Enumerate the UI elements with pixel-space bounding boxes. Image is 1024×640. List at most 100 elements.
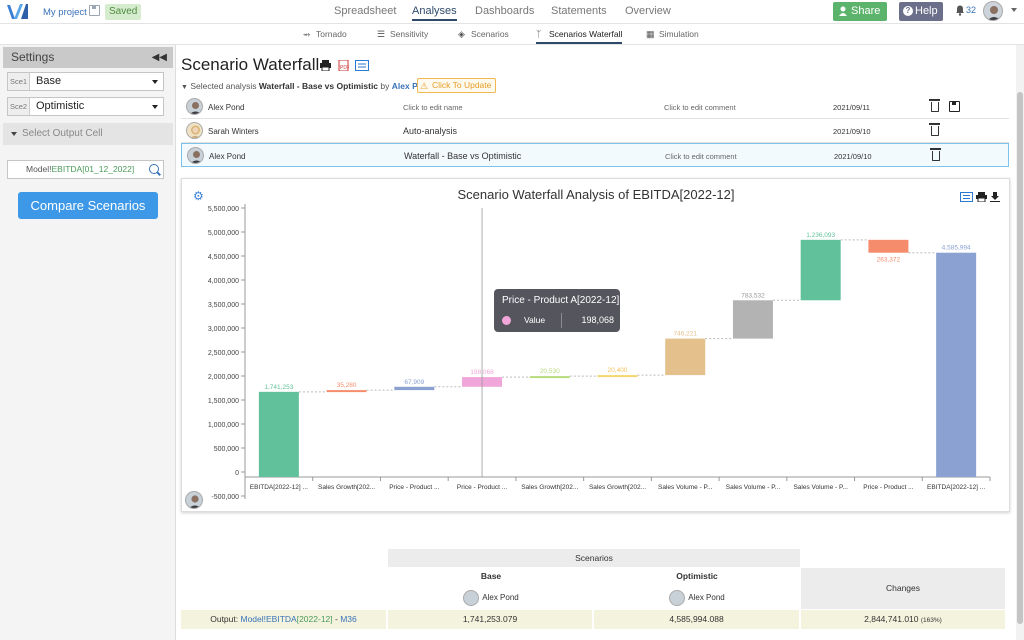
- avatar: [669, 590, 686, 606]
- analysis-name[interactable]: Waterfall - Base vs Optimistic: [404, 151, 522, 161]
- nav-dashboards[interactable]: Dashboards: [475, 5, 535, 17]
- print-icon[interactable]: [320, 60, 331, 71]
- bar-value-label: 783,532: [741, 292, 765, 299]
- select-output-header[interactable]: Select Output Cell: [3, 123, 173, 145]
- help-button[interactable]: ? Help: [899, 2, 943, 21]
- app-logo-icon[interactable]: [6, 3, 28, 21]
- waterfall-bar: [800, 239, 841, 301]
- trash-icon[interactable]: [930, 148, 941, 161]
- selected-by: by: [380, 81, 390, 91]
- tab-tornado[interactable]: ⥇ Tornado: [303, 29, 347, 39]
- analysis-name[interactable]: Click to edit name: [403, 103, 463, 112]
- select-output-label: Select Output Cell: [22, 128, 103, 139]
- y-tick-label: 500,000: [214, 446, 239, 453]
- y-tick-label: 4,000,000: [208, 278, 239, 285]
- analysis-row-selected[interactable]: Alex Pond Waterfall - Base vs Optimistic…: [181, 143, 1009, 167]
- svg-text:PDF: PDF: [340, 65, 349, 71]
- table-view-icon[interactable]: [960, 192, 973, 202]
- scenario-2-select[interactable]: Sce2 Optimistic: [7, 97, 164, 116]
- tornado-icon: ⥇: [303, 29, 311, 39]
- waterfall-bar: [597, 375, 638, 378]
- series-dot: [502, 316, 511, 325]
- save-icon[interactable]: [949, 101, 960, 112]
- share-button[interactable]: Share: [833, 2, 887, 21]
- x-tick-label: Price - Product ...: [863, 484, 913, 491]
- tab-sensitivity[interactable]: ☰ Sensitivity: [377, 29, 429, 39]
- gear-icon[interactable]: ⚙: [193, 189, 204, 203]
- summary-base-user: Alex Pond: [388, 590, 594, 606]
- nav-overview[interactable]: Overview: [625, 5, 671, 17]
- output-col[interactable]: M36: [340, 614, 357, 624]
- nav-statements[interactable]: Statements: [551, 5, 607, 17]
- output-metric[interactable]: EBITDA: [266, 614, 297, 624]
- save-icon[interactable]: [89, 5, 100, 16]
- scrollbar-thumb[interactable]: [1017, 92, 1023, 624]
- analysis-tabs: ⥇ Tornado ☰ Sensitivity ◈ Scenarios ᛉ Scenar…: [0, 24, 1024, 45]
- nav-analyses[interactable]: Analyses: [412, 5, 457, 21]
- settings-header: Settings ◀◀: [3, 47, 173, 68]
- summary-changes-header: Changes: [801, 568, 1005, 609]
- bell-icon[interactable]: [955, 4, 965, 16]
- collapse-icon[interactable]: ◀◀: [151, 52, 167, 63]
- click-to-update-button[interactable]: ⚠ Click To Update: [417, 78, 497, 93]
- output-date[interactable]: [2022-12]: [296, 614, 333, 624]
- compare-scenarios-button[interactable]: Compare Scenarios: [18, 192, 158, 219]
- analysis-date: 2021/09/10: [833, 127, 871, 136]
- analysis-comment[interactable]: Click to edit comment: [664, 103, 736, 112]
- scenario-1-tag: Sce1: [8, 73, 30, 90]
- notification-count[interactable]: 32: [966, 5, 977, 15]
- chevron-down-icon[interactable]: [1011, 8, 1017, 12]
- x-tick-label: Sales Volume - P...: [658, 484, 713, 491]
- analysis-name[interactable]: Auto-analysis: [403, 126, 458, 136]
- selected-user-link[interactable]: Alex Pond: [391, 81, 434, 91]
- y-tick-label: 1,000,000: [208, 422, 239, 429]
- scenario-1-value: Base: [36, 75, 62, 87]
- analysis-author: Alex Pond: [209, 152, 246, 161]
- download-icon[interactable]: [990, 192, 1000, 202]
- share-user-icon: [839, 6, 847, 16]
- avatar: [463, 590, 480, 606]
- cell-ref: [01_12_2022]: [82, 164, 135, 174]
- waterfall-chart-card: Scenario Waterfall Analysis of EBITDA[20…: [181, 178, 1010, 512]
- output-model[interactable]: Model!: [240, 614, 267, 624]
- scenario-2-value: Optimistic: [36, 100, 85, 112]
- analysis-comment[interactable]: Click to edit comment: [665, 152, 737, 161]
- bar-value-label: 263,372: [877, 257, 901, 264]
- nav-spreadsheet[interactable]: Spreadsheet: [334, 5, 397, 17]
- table-view-icon[interactable]: [355, 60, 369, 71]
- cell-metric: EBITDA: [51, 164, 83, 174]
- output-cell-input[interactable]: Model!EBITDA[01_12_2022]: [7, 160, 164, 179]
- analysis-row[interactable]: Alex Pond Click to edit name Click to ed…: [181, 95, 1009, 119]
- y-tick-label: 5,500,000: [208, 206, 239, 213]
- trash-icon[interactable]: [929, 123, 940, 136]
- pdf-icon[interactable]: PDF: [338, 60, 349, 71]
- search-icon[interactable]: [149, 164, 159, 174]
- selected-prefix: Selected analysis: [190, 81, 257, 91]
- caret-down-icon[interactable]: ▼: [181, 84, 188, 91]
- y-tick-label: 5,000,000: [208, 230, 239, 237]
- summary-base-user-name: Alex Pond: [482, 593, 519, 603]
- avatar: [185, 491, 203, 509]
- update-label: Click To Update: [432, 80, 492, 90]
- analysis-author: Alex Pond: [208, 103, 245, 112]
- help-icon: ?: [903, 6, 913, 16]
- settings-sidebar: Settings ◀◀ Sce1 Base Sce2 Optimistic Se…: [0, 45, 176, 640]
- tab-scenarios-waterfall[interactable]: ᛉ Scenarios Waterfall: [536, 29, 623, 44]
- print-icon[interactable]: [976, 192, 987, 202]
- analysis-date: 2021/09/10: [834, 152, 872, 161]
- summary-output-row: Output: Model!EBITDA[2022-12] - M36 1,74…: [181, 610, 1005, 629]
- project-name[interactable]: My project: [43, 7, 87, 18]
- user-avatar[interactable]: [983, 1, 1003, 21]
- x-tick-label: Sales Growth[202...: [318, 484, 375, 491]
- bar-value-label: 35,280: [337, 382, 357, 389]
- trash-icon[interactable]: [929, 99, 940, 112]
- tab-scenarios[interactable]: ◈ Scenarios: [458, 29, 509, 39]
- sliders-icon: ☰: [377, 29, 386, 39]
- waterfall-chart[interactable]: Scenario Waterfall Analysis of EBITDA[20…: [182, 179, 1011, 513]
- scenario-1-select[interactable]: Sce1 Base: [7, 72, 164, 91]
- tab-simulation[interactable]: ▦ Simulation: [646, 29, 699, 39]
- analysis-row[interactable]: Sarah Winters Auto-analysis 2021/09/10: [181, 119, 1009, 143]
- x-tick-label: Sales Volume - P...: [793, 484, 848, 491]
- summary-output-label-cell: Output: Model!EBITDA[2022-12] - M36: [181, 610, 388, 629]
- y-tick-label: 2,500,000: [208, 350, 239, 357]
